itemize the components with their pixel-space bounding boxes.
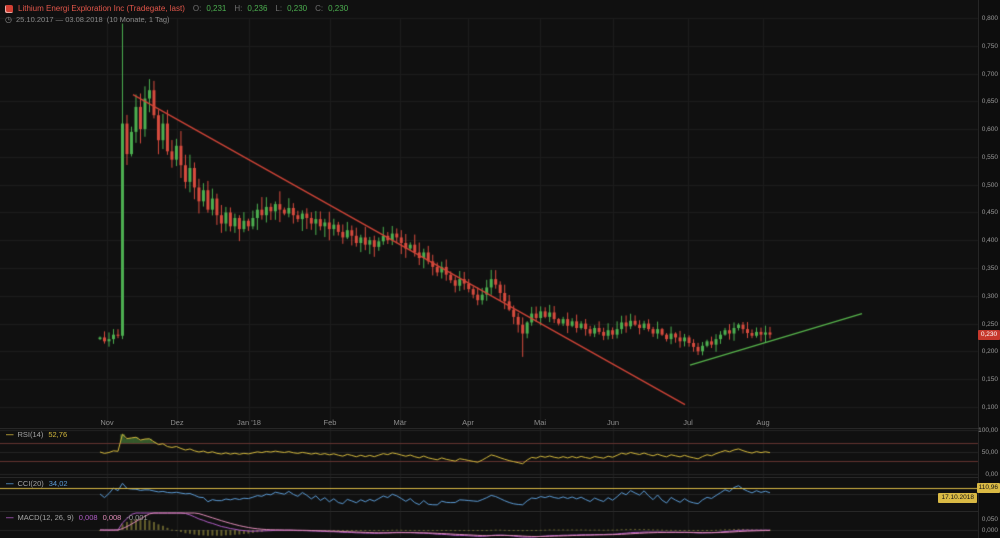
cci-legend[interactable]: — CCI(20) 34,02 [6,479,68,488]
axis-tick-label: 0,750 [981,43,998,50]
axis-tick-label: 0,400 [981,237,998,244]
high-value: 0,236 [247,4,268,13]
axis-tick-label: 0,650 [981,98,998,105]
month-tick-label: Dez [170,418,184,427]
high-label: H: [234,4,243,13]
panel-separator [0,511,978,512]
macd-signal-value: 0,008 [102,513,122,522]
month-tick-label: Jan '18 [237,418,261,427]
macd-line-icon: — [6,513,14,522]
date-range: 25.10.2017 — 03.08.2018 [15,15,103,24]
axis-tick-label: 0,350 [981,265,998,272]
last-price-badge: 0,230 [978,330,1000,340]
axis-tick-label: 0,800 [981,15,998,22]
axis-tick-label: 0,450 [981,209,998,216]
close-label: C: [315,4,324,13]
axis-tick-label: 0,00 [985,471,998,478]
instrument-name: Lithium Energi Exploration Inc (Tradegat… [18,4,185,13]
macd-hist-value: -0,001 [126,513,148,522]
month-tick-label: Jul [683,418,693,427]
axis-tick-label: 0,300 [981,293,998,300]
time-axis[interactable]: Nov Dez Jan '18 Feb Mär Apr Mai Jun Jul Aug [0,417,978,428]
low-label: L: [275,4,283,13]
cci-label: CCI(20) [17,479,44,488]
axis-tick-label: 0,500 [981,182,998,189]
axis-tick-label: 0,050 [981,516,998,523]
axis-tick-label: 0,200 [981,348,998,355]
month-tick-label: Apr [462,418,474,427]
axis-tick-label: 0,100 [981,404,998,411]
panel-separator [0,477,978,478]
month-tick-label: Mär [393,418,407,427]
axis-tick-label: 0,250 [981,321,998,328]
alert-date-badge: 17.10.2018 [938,493,977,503]
clock-icon: ◷ [5,14,12,24]
axis-border [978,0,979,538]
month-tick-label: Mai [533,418,547,427]
panel-separator [0,428,978,429]
cci-value: 34,02 [48,479,68,488]
cci-level-badge: 110,96 [976,483,1000,493]
axis-tick-label: 0,150 [981,376,998,383]
open-value: 0,231 [206,4,227,13]
close-value: 0,230 [328,4,349,13]
axis-tick-label: 0,550 [981,154,998,161]
month-tick-label: Nov [100,418,114,427]
range-duration: (10 Monate, 1 Tag) [106,15,170,24]
rsi-line-icon: — [6,430,14,439]
macd-value: 0,008 [78,513,98,522]
value-axis[interactable]: 0,800 0,750 0,700 0,650 0,600 0,550 0,500 0,450… [978,0,1000,538]
axis-tick-label: 0,000 [981,527,998,534]
instrument-icon [5,4,13,13]
low-value: 0,230 [287,4,308,13]
macd-legend[interactable]: — MACD(12, 26, 9) 0,008 0,008 -0,001 [6,513,148,522]
range-header: ◷ 25.10.2017 — 03.08.2018 (10 Monate, 1 … [5,15,170,24]
month-tick-label: Aug [756,418,770,427]
instrument-header: Lithium Energi Exploration Inc (Tradegat… [5,4,348,13]
open-label: O: [192,4,202,13]
month-tick-label: Jun [606,418,620,427]
rsi-label: RSI(14) [17,430,44,439]
axis-tick-label: 0,700 [981,71,998,78]
cci-line-icon: — [6,479,14,488]
axis-tick-label: 0,600 [981,126,998,133]
rsi-legend[interactable]: — RSI(14) 52,76 [6,430,67,439]
rsi-value: 52,76 [48,430,68,439]
axis-tick-label: 50,00 [981,449,998,456]
axis-tick-label: 100,00 [978,427,998,434]
macd-label: MACD(12, 26, 9) [17,513,74,522]
month-tick-label: Feb [323,418,337,427]
